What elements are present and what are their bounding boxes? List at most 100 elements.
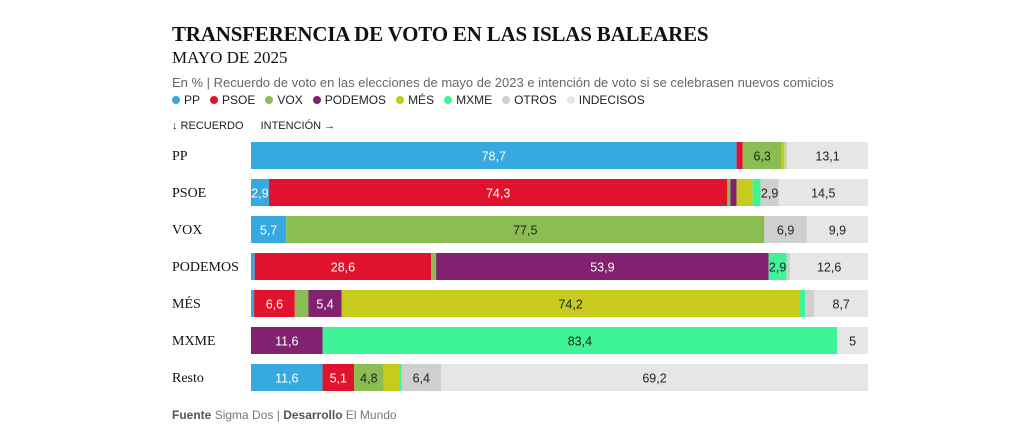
data-label-resto-pp: 11,6 [275,372,298,386]
bar-segment-mxme-mxme [322,327,838,354]
data-label-mxme-podemos: 11,6 [275,335,298,349]
bar-segment-mes-indecisos [814,290,868,317]
bar-segment-mes-mxme [799,290,806,317]
bar-segment-psoe-pp [251,179,269,206]
bar-segment-resto-mes [383,364,400,391]
legend-swatch-vox [265,96,274,104]
legend-label-podemos: PODEMOS [324,93,387,107]
source-value: Sigma Dos [214,408,274,422]
bar-segment-psoe-mxme [752,179,761,206]
bar-segment-resto-indecisos [441,364,868,391]
chart-title: TRANSFERENCIA DE VOTO EN LAS ISLAS BALEA… [172,22,709,46]
bar-segment-mes-pp [251,290,255,317]
bar-segment-podemos-pp [251,253,255,280]
bar-segment-resto-pp [251,364,323,391]
legend-swatch-otros [502,96,511,104]
row-label-psoe: PSOE [172,186,206,201]
data-label-resto-otros: 6,4 [413,372,430,386]
bar-segment-vox-pp [251,216,287,243]
bar-segment-psoe-podemos [730,179,737,206]
data-label-psoe-pp: 2,9 [251,187,268,201]
legend-label-mxme: MXME [456,93,493,107]
bar-segment-vox-otros [764,216,807,243]
legend-item-otros: OTROS [502,93,557,107]
bar-segment-mxme-indecisos [837,327,868,354]
data-label-mxme-indecisos: 5 [849,335,856,349]
legend: PP PSOE VOX PODEMOS MÉS MXME OTROS INDEC… [172,93,655,107]
row-label-pp: PP [172,149,188,164]
bar-segment-mes-otros [805,290,815,317]
data-label-psoe-otros: 2,9 [761,187,778,201]
data-label-mes-podemos: 5,4 [316,298,333,312]
legend-label-psoe: PSOE [222,93,256,107]
bar-segment-mxme-podemos [251,327,323,354]
data-label-resto-psoe: 5,1 [330,372,347,386]
legend-swatch-mes [396,96,405,104]
bar-segment-psoe-indecisos [778,179,868,206]
axis-hint: ↓ RECUERDO INTENCIÓN → [172,120,349,132]
data-label-resto-vox: 4,8 [360,372,377,386]
bar-segment-podemos-mxme [768,253,787,280]
data-label-podemos-psoe: 28,6 [331,261,355,275]
legend-label-vox: VOX [277,93,303,107]
bar-segment-pp-indecisos [787,142,868,169]
data-label-vox-pp: 5,7 [260,224,277,238]
legend-item-mxme: MXME [444,93,492,107]
legend-label-otros: OTROS [514,93,557,107]
bar-segment-pp-psoe [736,142,743,169]
data-label-mes-mes: 74,2 [558,298,582,312]
legend-swatch-psoe [210,96,219,104]
data-label-vox-otros: 6,9 [777,224,794,238]
bar-segment-podemos-psoe [254,253,432,280]
footer-separator: | [276,408,280,422]
row-label-podemos: PODEMOS [172,260,239,275]
legend-label-pp: PP [184,93,201,107]
data-label-psoe-indecisos: 14,5 [811,187,835,201]
legend-item-psoe: PSOE [210,93,255,107]
data-label-podemos-podemos: 53,9 [590,261,614,275]
legend-item-pp: PP [172,93,200,107]
data-label-mes-indecisos: 8,7 [832,298,849,312]
data-label-pp-pp: 78,7 [482,150,506,164]
legend-item-vox: VOX [265,93,303,107]
legend-label-mes: MÉS [408,93,435,107]
bar-segment-podemos-indecisos [790,253,868,280]
bar-segment-podemos-podemos [436,253,769,280]
data-label-pp-indecisos: 13,1 [815,150,839,164]
row-label-vox: VOX [172,223,202,238]
source-label: Fuente [172,408,212,422]
segments-axis-hint: INTENCIÓN → [260,120,336,132]
row-label-resto: Resto [172,371,204,386]
legend-swatch-podemos [312,96,321,104]
bar-segment-vox-indecisos [806,216,868,243]
bar-segment-pp-otros [784,142,788,169]
chart-description: En % | Recuerdo de voto en las eleccione… [172,75,834,90]
dev-value: El Mundo [345,408,397,422]
bar-segment-pp-pp [251,142,737,169]
data-label-mxme-mxme: 83,4 [568,335,592,349]
bar-segment-resto-psoe [322,364,355,391]
bar-segment-vox-vox [286,216,765,243]
rows-axis-hint: ↓ RECUERDO [172,120,244,132]
legend-label-indecisos: INDECISOS [578,93,645,107]
bar-segment-resto-otros [401,364,442,391]
bar-segment-pp-mes [781,142,785,169]
footer: Fuente Sigma Dos | Desarrollo El Mundo [172,408,397,422]
bar-segment-psoe-vox [727,179,731,206]
legend-item-indecisos: INDECISOS [566,93,645,107]
bar-segment-resto-mxme [399,364,402,391]
data-label-resto-indecisos: 69,2 [642,372,666,386]
bar-segment-mes-psoe [254,290,295,317]
data-label-vox-vox: 77,5 [513,224,537,238]
legend-swatch-mxme [444,96,453,104]
bar-segment-psoe-otros [760,179,779,206]
data-label-podemos-indecisos: 12,6 [817,261,841,275]
bar-segment-mes-podemos [308,290,342,317]
legend-item-mes: MÉS [396,93,434,107]
data-label-podemos-mxme: 2,9 [769,261,786,275]
chart-subtitle: MAYO DE 2025 [172,48,288,67]
legend-item-podemos: PODEMOS [312,93,387,107]
data-label-pp-vox: 6,3 [753,150,770,164]
bar-segment-mes-vox [294,290,309,317]
